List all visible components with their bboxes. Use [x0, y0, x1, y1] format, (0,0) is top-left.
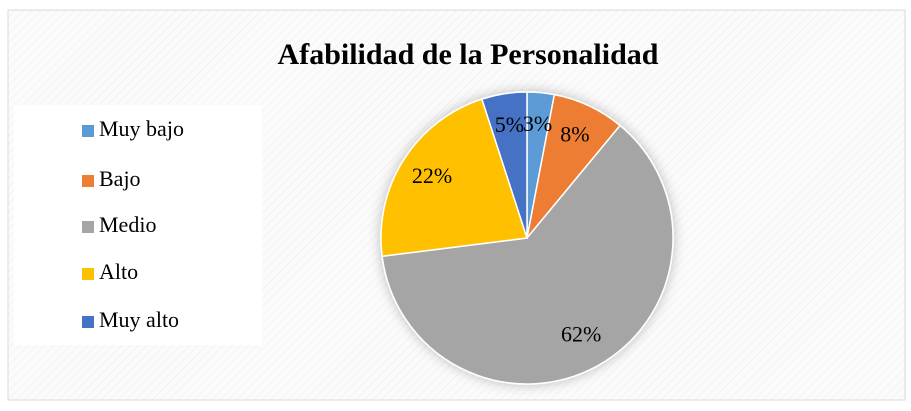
legend-swatch	[82, 268, 94, 280]
data-label: 22%	[412, 163, 452, 188]
data-label: 8%	[560, 121, 589, 146]
data-label: 5%	[495, 112, 524, 137]
legend-label: Bajo	[99, 166, 141, 191]
legend-label: Muy alto	[99, 307, 179, 332]
pie	[380, 91, 674, 385]
legend-box	[14, 105, 262, 345]
legend-label: Alto	[99, 259, 138, 284]
data-label: 62%	[561, 322, 601, 347]
legend-label: Medio	[99, 212, 156, 237]
legend-swatch	[82, 125, 94, 137]
chart-title: Afabilidad de la Personalidad	[278, 38, 659, 71]
legend-swatch	[82, 316, 94, 328]
legend-label: Muy bajo	[99, 116, 184, 141]
legend-swatch	[82, 175, 94, 187]
pie-slice	[480, 91, 528, 239]
data-label: 3%	[523, 111, 552, 136]
pie-slice	[380, 98, 528, 258]
pie-slice	[381, 124, 674, 385]
legend-swatch	[82, 221, 94, 233]
